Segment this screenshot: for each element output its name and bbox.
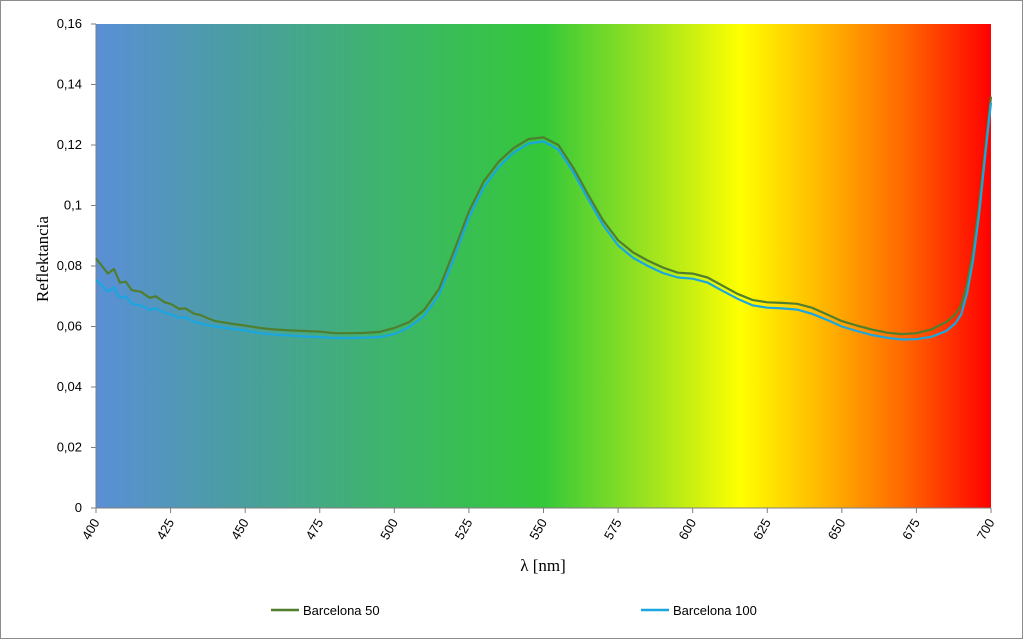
legend: Barcelona 50 Barcelona 100: [271, 603, 757, 618]
series-line-barcelona-50: [95, 96, 993, 336]
series-layer: [95, 96, 993, 341]
x-tick-label: 425: [153, 516, 177, 542]
y-axis-title: Reflektancia: [33, 216, 52, 302]
x-tick-label: 600: [675, 516, 699, 542]
x-tick-label: 575: [601, 516, 625, 542]
x-tick-label: 625: [750, 516, 774, 542]
x-tick-label: 650: [825, 516, 849, 542]
y-tick-label: 0,02: [57, 440, 82, 455]
y-tick-label: 0,1: [64, 198, 82, 213]
x-tick-label: 675: [899, 516, 923, 542]
y-tick-label: 0: [75, 500, 82, 515]
series-line-barcelona-100: [95, 102, 993, 341]
x-axis-title: λ [nm]: [520, 556, 566, 575]
y-tick-label: 0,16: [57, 16, 82, 31]
x-tick-label: 400: [79, 516, 103, 542]
legend-label-barcelona-50: Barcelona 50: [303, 603, 380, 618]
x-tick-label: 475: [303, 516, 327, 542]
x-tick-label: 700: [974, 516, 998, 542]
x-tick-label: 525: [452, 516, 476, 542]
x-tick-label: 500: [377, 516, 401, 542]
x-tick-label: 450: [228, 516, 252, 542]
y-tick-label: 0,12: [57, 137, 82, 152]
y-tick-label: 0,06: [57, 319, 82, 334]
y-tick-label: 0,04: [57, 379, 82, 394]
y-tick-label: 0,14: [57, 77, 82, 92]
y-tick-label: 0,08: [57, 258, 82, 273]
plot-area: [96, 24, 991, 508]
legend-label-barcelona-100: Barcelona 100: [673, 603, 757, 618]
x-tick-label: 550: [526, 516, 550, 542]
